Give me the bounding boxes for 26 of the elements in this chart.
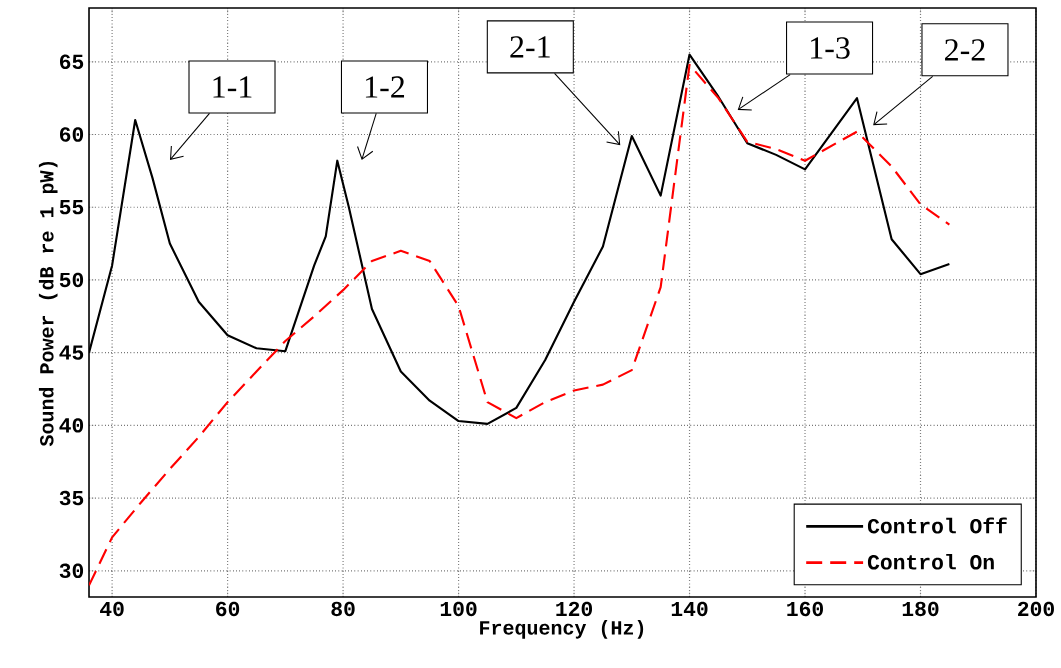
annotation: 1-1 [213, 76, 252, 98]
y-tick-label: 40 [59, 418, 84, 433]
y-tick-label: 55 [59, 200, 84, 215]
annotation: 1-3 [811, 37, 850, 59]
annotation: 2-2 [945, 39, 985, 61]
x-tick-label: 100 [440, 601, 477, 617]
y-tick-label: 50 [59, 272, 84, 288]
y-tick-label: 35 [59, 490, 84, 506]
y-tick-label: 60 [59, 127, 84, 142]
annotation: 1-2 [365, 76, 405, 98]
annotation: 2-1 [510, 36, 550, 58]
x-tick-label: 40 [100, 601, 124, 617]
y-axis-title: Sound Power (dB re 1 pW) [38, 161, 58, 447]
legend-label: Control On [867, 553, 994, 570]
x-tick-label: 140 [671, 601, 708, 617]
legend-label: Control Off [867, 517, 1007, 534]
x-tick-label: 160 [787, 601, 823, 617]
x-tick-label: 120 [556, 601, 593, 617]
y-tick-label: 65 [59, 54, 84, 70]
x-tick-label: 180 [902, 601, 939, 617]
x-axis-title: Frequency (Hz) [480, 620, 644, 639]
y-tick-label: 45 [59, 345, 84, 360]
x-tick-label: 80 [331, 601, 355, 617]
x-tick-label: 60 [216, 601, 240, 617]
x-tick-label: 200 [1018, 601, 1054, 617]
y-tick-label: 30 [59, 563, 84, 579]
